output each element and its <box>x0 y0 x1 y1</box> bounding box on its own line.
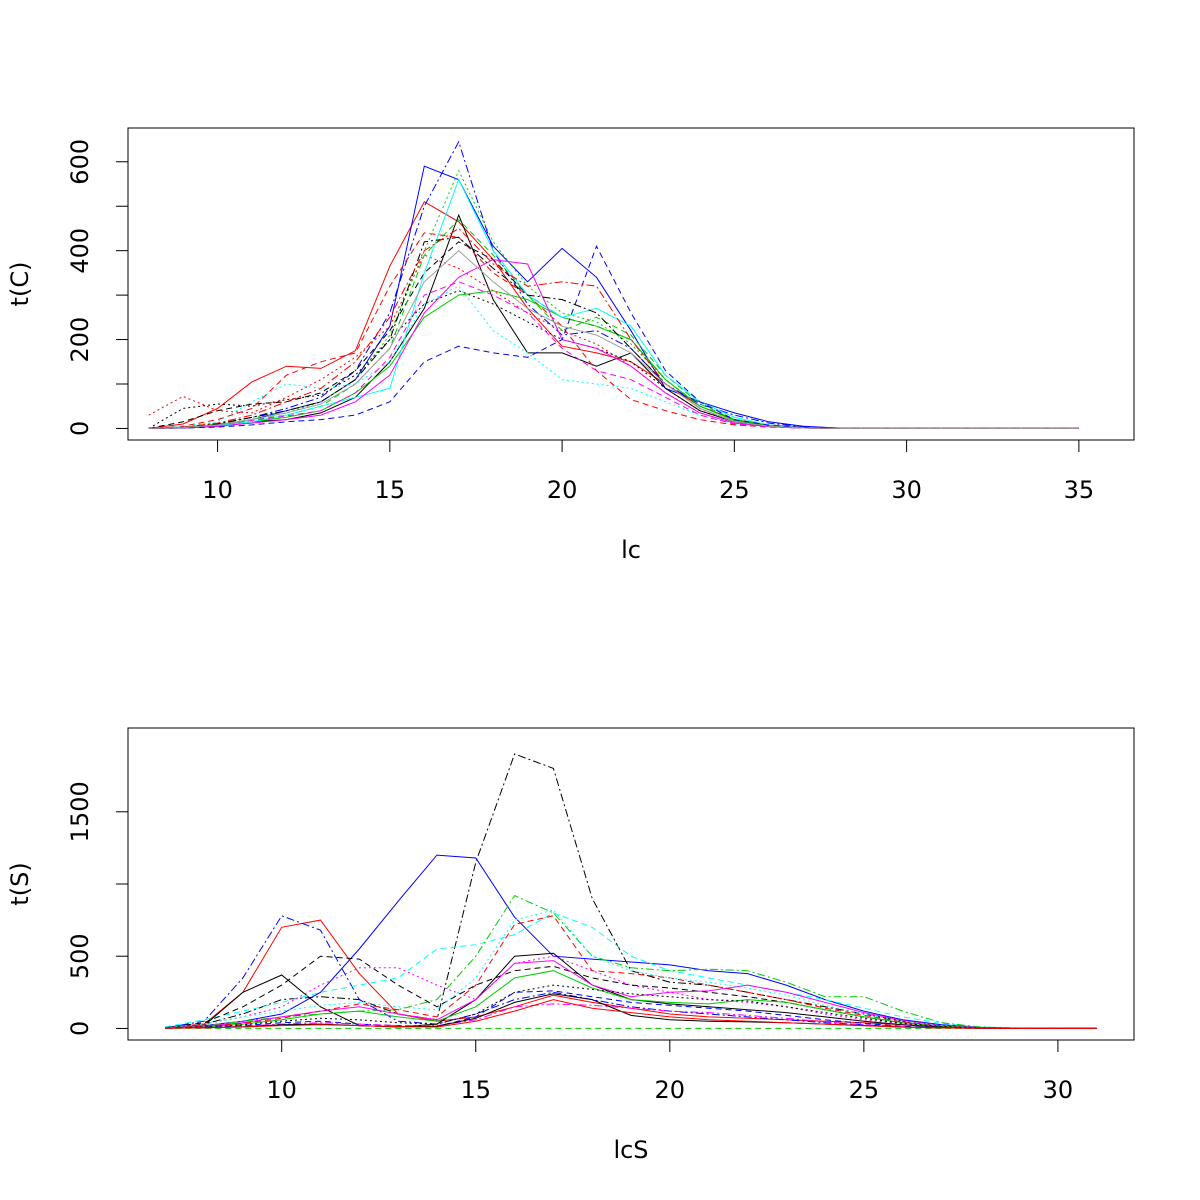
series-line-12 <box>165 915 1097 1029</box>
y-tick-label: 0 <box>66 1021 94 1036</box>
x-tick-label: 30 <box>1043 1076 1074 1104</box>
x-tick-label: 30 <box>891 476 922 504</box>
y-tick-label: 400 <box>66 228 94 274</box>
x-axis-title: lc <box>621 536 641 564</box>
series-line-13 <box>148 285 1079 429</box>
x-axis: 10 15 20 25 30 35 <box>202 439 1095 504</box>
x-tick-label: 15 <box>375 476 406 504</box>
x-axis-title: lcS <box>613 1136 648 1164</box>
x-tick-label: 15 <box>460 1076 491 1104</box>
series-group <box>148 140 1079 429</box>
chart-lc: 10 15 20 25 30 35 0 200 400 600 lc t(C) <box>6 127 1135 564</box>
series-line-2 <box>165 854 1097 1029</box>
x-tick-label: 35 <box>1064 476 1095 504</box>
series-group <box>165 753 1097 1029</box>
x-tick-label: 20 <box>547 476 578 504</box>
x-tick-label: 10 <box>202 476 233 504</box>
series-line-17 <box>148 236 1079 429</box>
y-tick-label: 500 <box>66 933 94 979</box>
x-tick-label: 20 <box>655 1076 686 1104</box>
x-tick-label: 25 <box>719 476 750 504</box>
x-tick-label: 10 <box>266 1076 297 1104</box>
series-line-13 <box>165 909 1097 1029</box>
y-tick-label: 200 <box>66 317 94 363</box>
y-tick-label: 1500 <box>66 781 94 842</box>
series-line-16 <box>165 990 1097 1029</box>
x-tick-label: 25 <box>849 1076 880 1104</box>
series-line-6 <box>148 290 1079 429</box>
chart-lcs: 10 15 20 25 30 0 500 1500 lcS t(S) <box>6 727 1135 1164</box>
series-line-10 <box>148 218 1079 429</box>
y-axis: 0 200 400 600 <box>66 139 129 436</box>
series-line-19 <box>148 250 1079 429</box>
y-axis-title: t(C) <box>6 262 34 307</box>
y-tick-label: 600 <box>66 139 94 185</box>
y-axis: 0 500 1500 <box>66 781 129 1036</box>
x-axis: 10 15 20 25 30 <box>266 1039 1074 1104</box>
y-tick-label: 0 <box>66 421 94 436</box>
series-line-19 <box>165 999 1097 1029</box>
series-line-14 <box>165 984 1097 1029</box>
y-axis-title: t(S) <box>6 862 34 905</box>
